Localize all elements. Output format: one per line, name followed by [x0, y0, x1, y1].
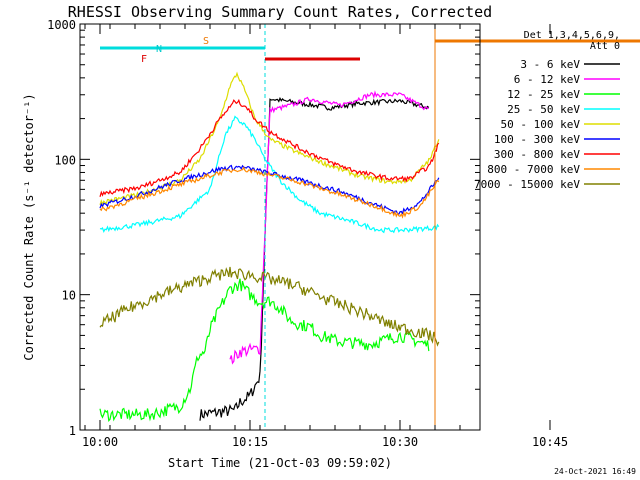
legend-label-4: 50 - 100 keV — [501, 118, 581, 131]
chart-title: RHESSI Observing Summary Count Rates, Co… — [68, 3, 492, 21]
legend-label-0: 3 - 6 keV — [520, 58, 580, 71]
flag-letter-F: F — [141, 54, 147, 65]
flag-letter-N: N — [156, 44, 162, 55]
legend-label-7: 800 - 7000 keV — [487, 163, 580, 176]
series-line-2-0 — [99, 278, 430, 422]
y-tick-label-2: 100 — [54, 153, 76, 167]
x-tick-label-1: 10:15 — [232, 435, 268, 449]
legend-label-8: 7000 - 15000 keV — [474, 178, 580, 191]
x-tick-label-0: 10:00 — [82, 435, 118, 449]
y-tick-label-1: 10 — [62, 289, 76, 303]
x-tick-label-2: 10:30 — [382, 435, 418, 449]
flag-letter-S: S — [203, 36, 209, 47]
series-line-4-0 — [99, 71, 440, 206]
series-line-8-0 — [99, 266, 440, 347]
plot-frame — [79, 23, 481, 431]
series-line-6-0 — [99, 98, 440, 197]
y-tick-label-0: 1 — [69, 424, 76, 438]
legend-label-3: 25 - 50 keV — [507, 103, 580, 116]
legend-label-5: 100 - 300 keV — [494, 133, 580, 146]
axis-layer: 110100100010:0010:1510:3010:4511:0011:15… — [47, 18, 568, 449]
y-tick-label-3: 1000 — [47, 18, 76, 32]
y-axis-label: Corrected Count Rate (s⁻¹ detector⁻¹) — [22, 93, 36, 360]
series-line-0-0 — [199, 96, 430, 421]
x-axis-label: Start Time (21-Oct-03 09:59:02) — [168, 456, 392, 470]
series-line-1-0 — [229, 90, 429, 365]
flag-marker-layer: FN S — [100, 24, 640, 430]
legend: Det 1,3,4,5,6,9,Att 0 3 - 6 keV 6 - 12 keV… — [474, 30, 620, 191]
legend-label-2: 12 - 25 keV — [507, 88, 580, 101]
series-layer — [99, 71, 440, 422]
series-line-3-0 — [99, 115, 440, 234]
legend-title-line-0: Det 1,3,4,5,6,9, — [524, 30, 620, 41]
footer-date: 24-Oct-2021 16:49 — [554, 467, 636, 476]
legend-label-1: 6 - 12 keV — [514, 73, 581, 86]
legend-label-6: 300 - 800 keV — [494, 148, 580, 161]
legend-title-line-1: Att 0 — [590, 41, 620, 52]
series-line-7-0 — [99, 166, 440, 219]
x-tick-label-3: 10:45 — [532, 435, 568, 449]
